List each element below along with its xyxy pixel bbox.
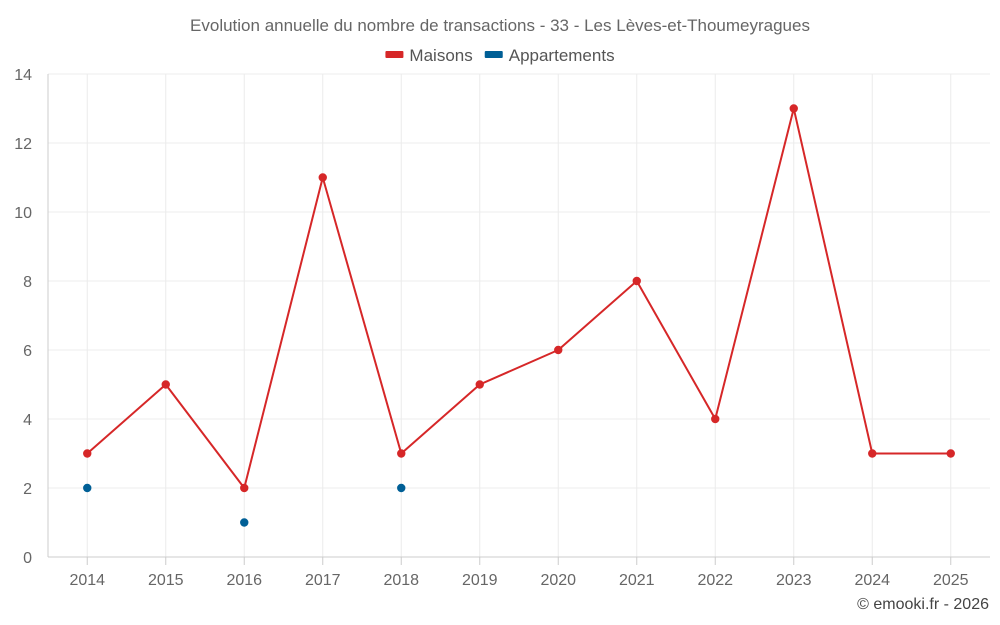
x-tick-label: 2021 — [619, 572, 655, 589]
y-tick-label: 2 — [23, 481, 32, 498]
x-tick-label: 2024 — [854, 572, 890, 589]
y-tick-label: 8 — [23, 274, 32, 291]
x-tick-label: 2025 — [933, 572, 969, 589]
data-point-maisons[interactable] — [240, 483, 249, 493]
legend-swatch — [385, 51, 404, 58]
x-tick-label: 2017 — [305, 572, 341, 589]
data-point-maisons[interactable] — [789, 104, 798, 113]
data-point-maisons[interactable] — [868, 449, 877, 458]
y-axis-ticks: 0 2 4 6 8 10 12 14 — [14, 67, 32, 567]
x-tick-label: 2020 — [540, 572, 576, 589]
chart-title: Evolution annuelle du nombre de transact… — [190, 16, 810, 35]
credit-text: © emooki.fr - 2026 — [857, 596, 989, 613]
data-point-maisons[interactable] — [632, 276, 641, 286]
y-tick-label: 12 — [14, 136, 32, 153]
y-tick-label: 14 — [14, 67, 32, 84]
legend-swatch — [484, 51, 503, 58]
x-tick-label: 2015 — [148, 572, 184, 589]
legend: Maisons Appartements — [385, 46, 615, 65]
data-point-appartements[interactable] — [240, 518, 249, 527]
data-point-maisons[interactable] — [554, 345, 563, 355]
x-tick-label: 2019 — [462, 572, 498, 589]
x-tick-label: 2014 — [69, 572, 105, 589]
series-maisons — [83, 104, 955, 493]
x-tick-label: 2022 — [697, 572, 733, 589]
data-point-maisons[interactable] — [161, 380, 170, 389]
data-point-maisons[interactable] — [946, 449, 955, 458]
data-point-maisons[interactable] — [397, 449, 406, 458]
x-axis-ticks: 2014 2015 2016 2017 2018 2019 2020 2021 2022 2023… — [69, 557, 969, 589]
legend-label: Maisons — [409, 46, 472, 65]
series-layer — [83, 104, 955, 527]
x-tick-label: 2018 — [383, 572, 419, 589]
y-tick-label: 10 — [14, 205, 32, 222]
legend-item-maisons[interactable]: Maisons — [385, 46, 473, 65]
grid — [47, 73, 990, 558]
legend-item-appartements[interactable]: Appartements — [484, 46, 615, 65]
data-point-maisons[interactable] — [83, 449, 92, 458]
y-tick-label: 0 — [23, 550, 32, 567]
data-point-appartements[interactable] — [83, 483, 92, 493]
data-point-maisons[interactable] — [318, 173, 327, 182]
x-tick-label: 2023 — [776, 572, 812, 589]
series-line-maisons — [86, 107, 951, 489]
x-tick-label: 2016 — [226, 572, 262, 589]
legend-label: Appartements — [509, 46, 615, 65]
data-point-maisons[interactable] — [711, 414, 720, 424]
data-point-appartements[interactable] — [397, 483, 406, 493]
y-tick-label: 4 — [23, 412, 32, 429]
series-appartements — [83, 483, 406, 527]
y-tick-label: 6 — [23, 343, 32, 360]
data-point-maisons[interactable] — [475, 380, 484, 389]
